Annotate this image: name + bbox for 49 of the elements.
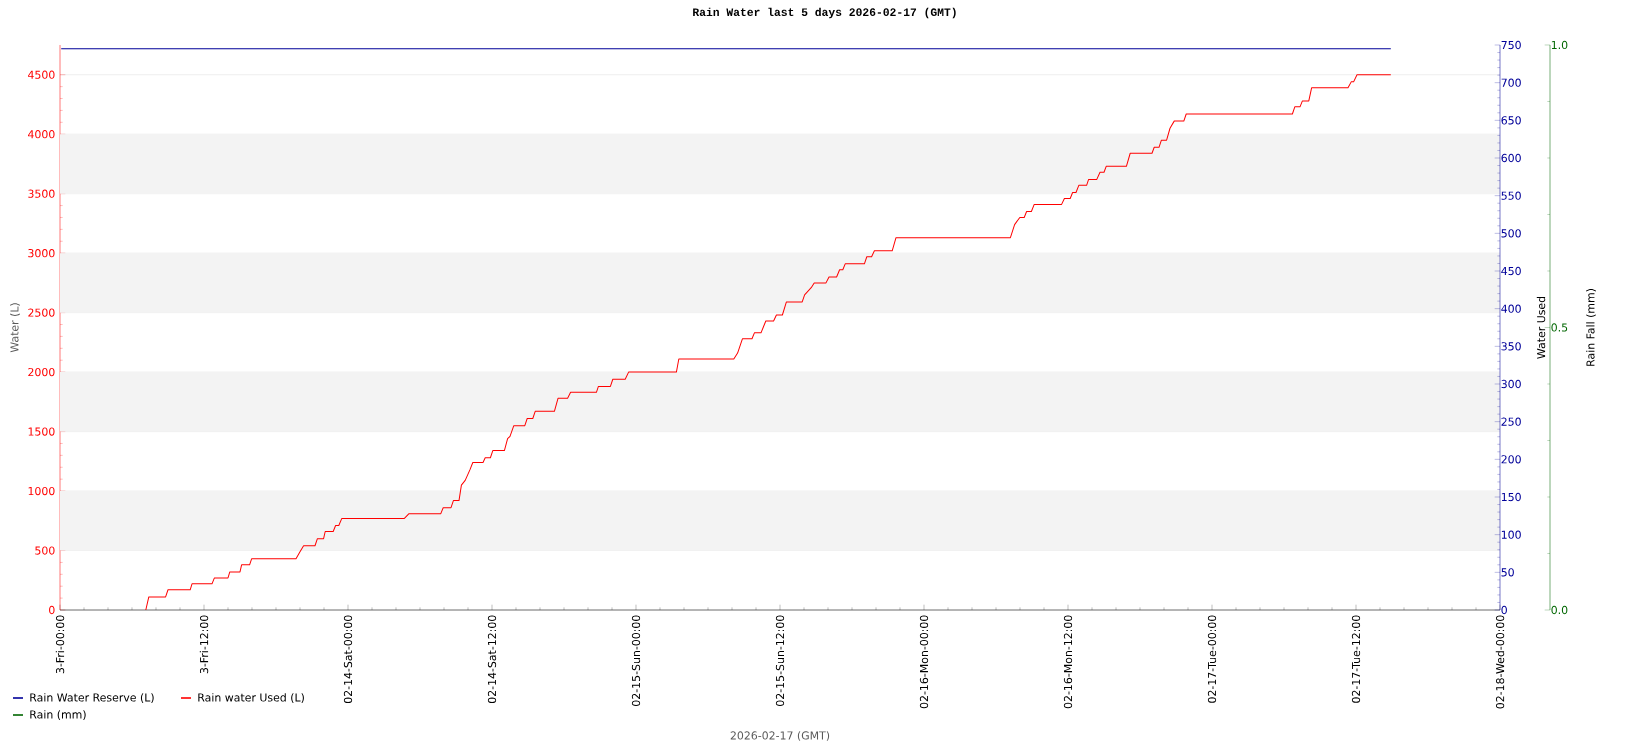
x-tick-label: 3-Fri-12:00 xyxy=(199,615,209,674)
y2-axis-title: Water Used xyxy=(1536,296,1546,359)
x-axis-title: 2026-02-17 (GMT) xyxy=(730,731,830,741)
y-axis-title: Water (L) xyxy=(10,303,20,353)
line-series xyxy=(145,74,1392,611)
y2-tick-label: 400 xyxy=(1501,304,1521,313)
x-tick-label: 02-18-Wed-00:00 xyxy=(1495,615,1505,709)
y2-tick-label: 450 xyxy=(1501,266,1521,276)
y2-tick-label: 100 xyxy=(1501,530,1521,539)
y2-tick-label: 350 xyxy=(1501,342,1521,351)
chart-title: Rain Water last 5 days 2026-02-17 (GMT) xyxy=(693,7,956,19)
x-tick-label: 3-Fri-00:00 xyxy=(55,615,65,674)
y-tick-label: 500 xyxy=(35,546,55,555)
y2-tick-label: 50 xyxy=(1501,568,1514,577)
x-tick-label: 02-16-Mon-00:00 xyxy=(919,615,929,709)
y2-tick-label: 500 xyxy=(1501,229,1521,238)
x-tick-label: 02-14-Sat-00:00 xyxy=(343,615,353,704)
y-tick-label: 2000 xyxy=(28,367,55,377)
x-tick-label: 02-14-Sat-12:00 xyxy=(487,615,497,704)
x-tick-label: 02-16-Mon-12:00 xyxy=(1063,615,1073,709)
y2-tick-label: 550 xyxy=(1501,191,1521,200)
y2-tick-label: 150 xyxy=(1501,492,1521,502)
y-tick-label: 1500 xyxy=(28,427,55,436)
y2-tick-label: 0 xyxy=(1501,605,1507,615)
y2-tick-label: 300 xyxy=(1501,379,1521,389)
y-tick-label: 4500 xyxy=(28,70,55,79)
y-tick-label: 1000 xyxy=(28,486,55,496)
y2-tick-label: 600 xyxy=(1501,153,1521,163)
legend-label: Rain water Used (L) xyxy=(198,693,304,703)
y2-tick-label: 250 xyxy=(1501,417,1521,426)
y3-tick-label: 0.0 xyxy=(1551,605,1568,615)
x-tick-label: 02-15-Sun-00:00 xyxy=(631,615,641,706)
x-tick-label: 02-17-Tue-00:00 xyxy=(1207,615,1217,703)
y-tick-label: 2500 xyxy=(28,308,55,317)
y-tick-label: 3000 xyxy=(28,249,55,258)
legend-label: Rain (mm) xyxy=(30,710,86,720)
x-tick-label: 02-17-Tue-12:00 xyxy=(1351,615,1361,703)
legend-label: Rain Water Reserve (L) xyxy=(30,693,154,703)
x-tick-label: 02-15-Sun-12:00 xyxy=(775,615,785,706)
y3-axis-title: Rain Fall (mm) xyxy=(1586,289,1596,366)
y3-tick-label: 0.5 xyxy=(1551,323,1568,332)
y2-tick-label: 700 xyxy=(1501,78,1521,87)
y-tick-label: 4000 xyxy=(28,130,55,139)
y-tick-label: 0 xyxy=(49,605,55,615)
y3-tick-label: 1.0 xyxy=(1551,40,1568,50)
y-tick-label: 3500 xyxy=(28,189,55,198)
y2-tick-label: 750 xyxy=(1501,40,1521,50)
y2-tick-label: 650 xyxy=(1501,116,1521,125)
y2-tick-label: 200 xyxy=(1501,455,1521,464)
